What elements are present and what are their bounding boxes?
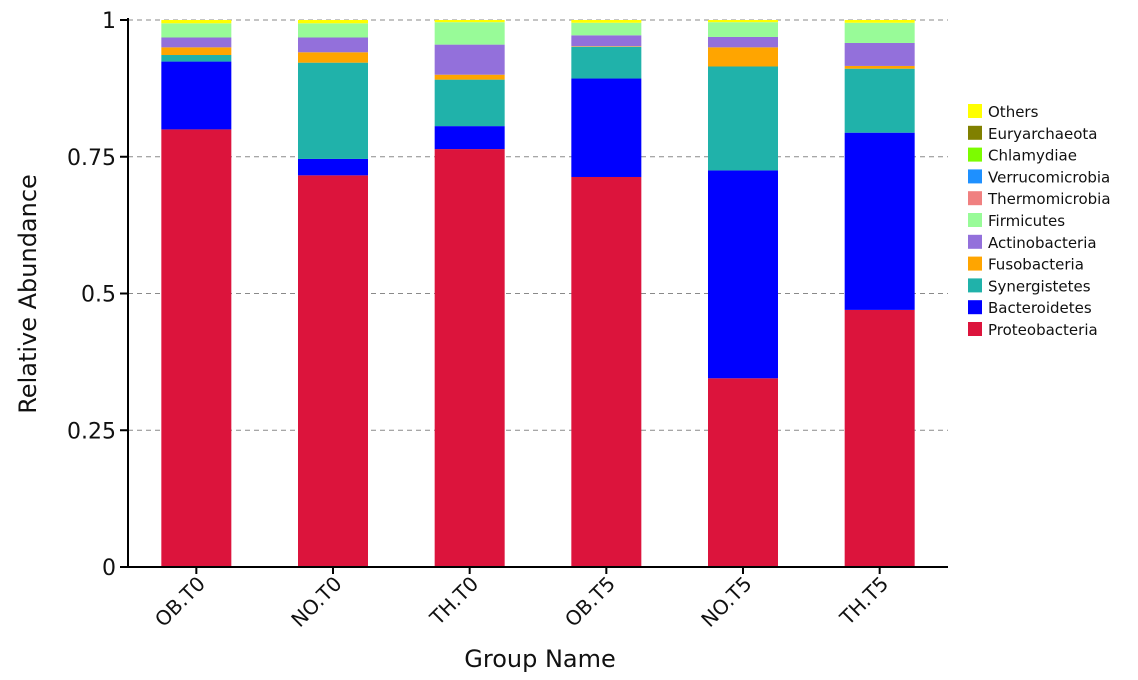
legend-swatch-Chlamydiae	[968, 147, 982, 162]
y-tick-label-3: 0.75	[67, 146, 116, 171]
bar-segment-OB.T5-Firmicutes	[571, 22, 642, 36]
bar-segment-TH.T0-Firmicutes	[434, 22, 505, 45]
bar-segment-TH.T5-Bacteroidetes	[844, 132, 915, 310]
bar-segment-OB.T5-Bacteroidetes	[571, 78, 642, 177]
bar-segment-TH.T5-Synergistetes	[844, 68, 915, 133]
y-tick-label-0: 0	[102, 556, 116, 581]
y-tick-label-2: 0.5	[81, 283, 116, 308]
bar-segment-NO.T5-Synergistetes	[708, 66, 778, 171]
bar-stack-NO.T5	[708, 20, 778, 567]
bar-segment-OB.T0-Fusobacteria	[161, 47, 232, 56]
bar-segment-TH.T0-Proteobacteria	[434, 149, 505, 568]
y-axis-title: Relative Abundance	[14, 174, 42, 414]
bar-segment-OB.T0-Proteobacteria	[161, 129, 232, 567]
bar-stack-OB.T5	[571, 20, 642, 567]
bar-segment-OB.T5-Fusobacteria	[571, 46, 642, 47]
legend-label-Verrucomicrobia: Verrucomicrobia	[988, 168, 1110, 186]
bar-segment-NO.T0-Others	[298, 20, 368, 24]
bar-segment-OB.T5-Proteobacteria	[571, 176, 642, 567]
bar-segment-NO.T5-Proteobacteria	[708, 378, 778, 567]
legend-label-Euryarchaeota: Euryarchaeota	[988, 125, 1097, 143]
legend-label-Proteobacteria: Proteobacteria	[988, 321, 1098, 339]
y-tick-label-1: 0.25	[67, 419, 116, 444]
bar-segment-OB.T0-Others	[161, 20, 232, 24]
legend-label-Others: Others	[988, 103, 1039, 121]
bar-segment-NO.T0-Proteobacteria	[298, 175, 368, 567]
legend-label-Synergistetes: Synergistetes	[988, 277, 1091, 295]
legend-swatch-Synergistetes	[968, 278, 982, 293]
bar-segment-TH.T5-Actinobacteria	[844, 42, 915, 66]
bar-segment-NO.T5-Others	[708, 20, 778, 23]
bar-segment-OB.T5-Others	[571, 20, 642, 23]
bar-segment-OB.T0-Bacteroidetes	[161, 61, 232, 130]
legend-swatch-Others	[968, 104, 982, 118]
bar-segment-TH.T0-Fusobacteria	[434, 74, 505, 80]
bar-segment-TH.T0-Others	[434, 20, 505, 23]
bar-segment-OB.T5-Actinobacteria	[571, 35, 642, 47]
bar-stack-TH.T5	[844, 20, 915, 567]
x-tick-label-3: OB.T5	[560, 572, 620, 632]
bar-segment-NO.T0-Actinobacteria	[298, 37, 368, 53]
legend-swatch-Actinobacteria	[968, 234, 982, 249]
legend-swatch-Euryarchaeota	[968, 125, 982, 140]
bar-segment-NO.T5-Fusobacteria	[708, 47, 778, 67]
bar-segment-TH.T5-Others	[844, 20, 915, 23]
bar-segment-TH.T0-Synergistetes	[434, 79, 505, 127]
bar-segment-OB.T5-Synergistetes	[571, 46, 642, 79]
legend-swatch-Thermomicrobia	[968, 191, 982, 206]
bar-segment-NO.T0-Fusobacteria	[298, 52, 368, 63]
bar-segment-NO.T5-Firmicutes	[708, 22, 778, 37]
bar-segment-TH.T0-Actinobacteria	[434, 44, 505, 75]
x-tick-label-0: OB.T0	[150, 572, 210, 632]
bar-segment-TH.T5-Proteobacteria	[844, 309, 915, 567]
legend-swatch-Bacteroidetes	[968, 300, 982, 315]
legend-swatch-Firmicutes	[968, 213, 982, 227]
legend-swatch-Proteobacteria	[968, 322, 982, 336]
legend-label-Firmicutes: Firmicutes	[988, 212, 1065, 230]
bar-segment-TH.T0-Bacteroidetes	[434, 126, 505, 150]
bar-stack-NO.T0	[298, 20, 368, 567]
bar-stack-OB.T0	[161, 20, 232, 567]
legend: Others Euryarchaeota Chlamydiae Verrucomicr…	[968, 103, 1111, 339]
legend-swatch-Verrucomicrobia	[968, 169, 982, 184]
bar-segment-NO.T0-Bacteroidetes	[298, 158, 368, 176]
legend-label-Actinobacteria: Actinobacteria	[988, 234, 1097, 252]
legend-label-Thermomicrobia: Thermomicrobia	[987, 190, 1111, 208]
bar-segment-OB.T0-Actinobacteria	[161, 37, 232, 48]
legend-swatch-Fusobacteria	[968, 256, 982, 271]
bar-segment-OB.T0-Synergistetes	[161, 55, 232, 62]
bar-segment-OB.T0-Firmicutes	[161, 23, 232, 38]
bar-segment-NO.T0-Synergistetes	[298, 62, 368, 159]
bar-segment-NO.T5-Bacteroidetes	[708, 170, 778, 379]
bar-segment-TH.T5-Fusobacteria	[844, 65, 915, 69]
x-tick-label-2: TH.T0	[424, 572, 483, 631]
bar-segment-NO.T0-Firmicutes	[298, 23, 368, 38]
bar-segment-NO.T5-Actinobacteria	[708, 36, 778, 48]
bar-segment-TH.T5-Firmicutes	[844, 22, 915, 43]
bar-stack-TH.T0	[434, 20, 505, 568]
x-axis-title: Group Name	[464, 645, 616, 673]
x-tick-label-5: TH.T5	[834, 572, 893, 631]
grid-lines	[128, 19, 948, 431]
legend-label-Chlamydiae: Chlamydiae	[988, 147, 1077, 165]
legend-label-Fusobacteria: Fusobacteria	[988, 256, 1084, 274]
x-tick-label-4: NO.T5	[696, 572, 756, 632]
x-tick-label-1: NO.T0	[286, 572, 346, 632]
bars	[161, 20, 915, 568]
y-tick-label-4: 1	[102, 9, 116, 34]
legend-label-Bacteroidetes: Bacteroidetes	[988, 299, 1092, 317]
